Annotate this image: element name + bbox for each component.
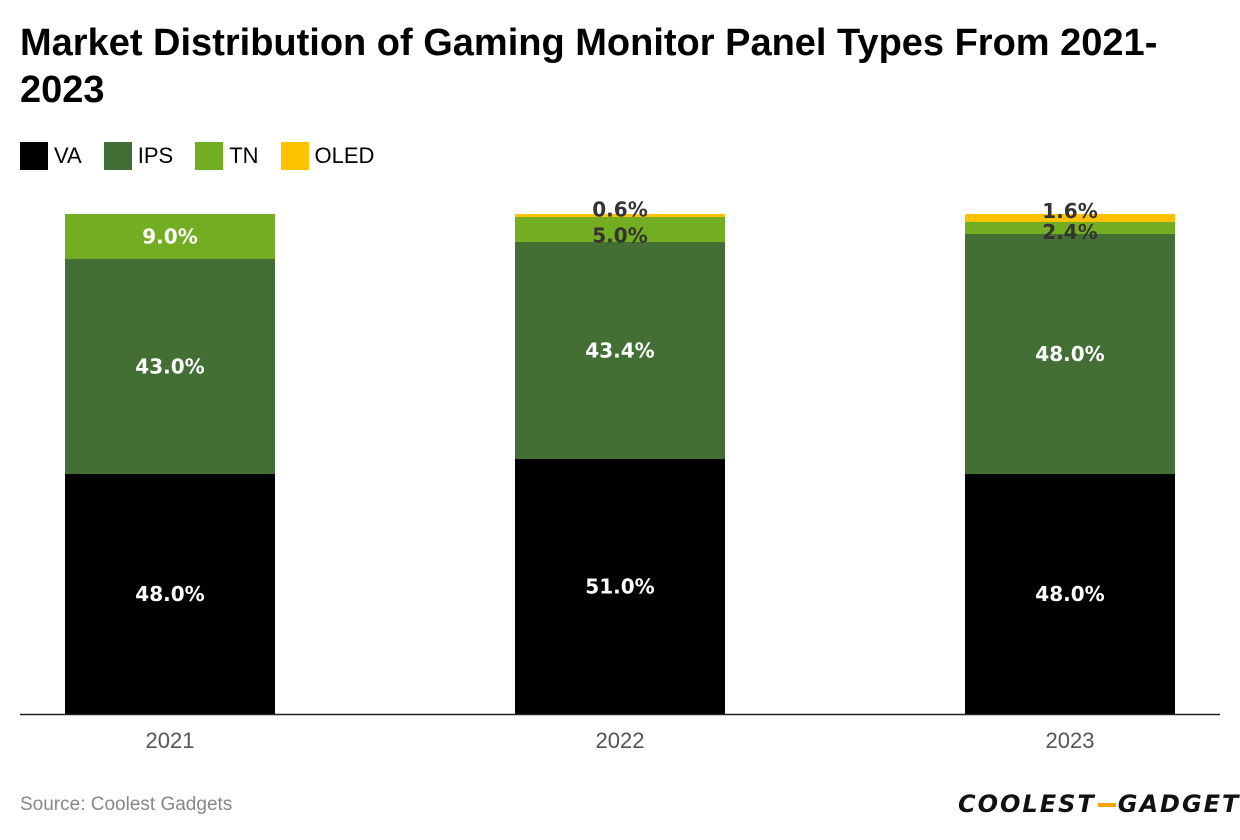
data-label-tn-2022: 5.0% bbox=[592, 224, 647, 248]
data-label-ips-2022: 43.4% bbox=[585, 339, 654, 363]
x-axis-tick-labels: 2021 2022 2023 bbox=[146, 728, 1095, 753]
legend-swatch-tn bbox=[195, 142, 224, 170]
chart-title: Market Distribution of Gaming Monitor Pa… bbox=[20, 22, 1158, 111]
legend-swatch-ips bbox=[103, 142, 132, 170]
brand-logo-part1: COOLEST bbox=[958, 790, 1096, 818]
legend-item-oled: OLED bbox=[280, 142, 375, 170]
legend-label-va: VA bbox=[54, 143, 82, 168]
brand-logo: COOLEST GADGETS bbox=[958, 790, 1240, 818]
brand-logo-dash bbox=[1097, 803, 1116, 807]
brand-logo-part2: GADGETS bbox=[1117, 790, 1240, 818]
bar-ips-2021 bbox=[65, 259, 275, 474]
bar-group bbox=[65, 214, 1175, 714]
legend-label-oled: OLED bbox=[314, 143, 375, 168]
legend: VA IPS TN OLED bbox=[20, 142, 396, 170]
bar-va-2021 bbox=[65, 474, 275, 714]
legend-swatch-oled bbox=[280, 142, 309, 170]
data-label-ips-2023: 48.0% bbox=[1035, 342, 1104, 366]
source-note: Source: Coolest Gadgets bbox=[20, 794, 233, 815]
legend-label-ips: IPS bbox=[137, 143, 174, 168]
bar-tn-2021 bbox=[65, 214, 275, 259]
data-label-tn-2023: 2.4% bbox=[1042, 220, 1097, 244]
bar-tn-2023 bbox=[965, 222, 1175, 234]
legend-item-tn: TN bbox=[195, 142, 259, 170]
legend-item-va: VA bbox=[20, 142, 82, 170]
legend-swatch-va bbox=[20, 142, 48, 170]
x-tick-label-2023: 2023 bbox=[1046, 728, 1095, 753]
bar-ips-2023 bbox=[965, 234, 1175, 474]
legend-item-ips: IPS bbox=[103, 142, 174, 170]
bar-ips-2022 bbox=[515, 242, 725, 459]
bar-tn-2022 bbox=[515, 217, 725, 242]
data-label-va-2022: 51.0% bbox=[585, 575, 654, 599]
bar-va-2022 bbox=[515, 459, 725, 714]
x-tick-label-2022: 2022 bbox=[596, 728, 645, 753]
data-label-tn-2021: 9.0% bbox=[142, 225, 197, 249]
data-label-group: 48.0% 43.0% 9.0% 51.0% 43.4% 5.0%0.6% 48.0% 48.… bbox=[135, 198, 1104, 607]
bar-oled-2023 bbox=[965, 214, 1175, 222]
data-label-oled-2023: 1.6% bbox=[1042, 199, 1097, 223]
bar-oled-2022 bbox=[515, 214, 725, 217]
data-label-ips-2021: 43.0% bbox=[135, 355, 204, 379]
data-label-va-2023: 48.0% bbox=[1035, 582, 1104, 606]
bar-va-2023 bbox=[965, 474, 1175, 714]
data-label-va-2021: 48.0% bbox=[135, 582, 204, 606]
x-tick-label-2021: 2021 bbox=[146, 728, 195, 753]
legend-label-tn: TN bbox=[229, 143, 259, 168]
data-label-oled-2022: 0.6% bbox=[592, 198, 647, 222]
